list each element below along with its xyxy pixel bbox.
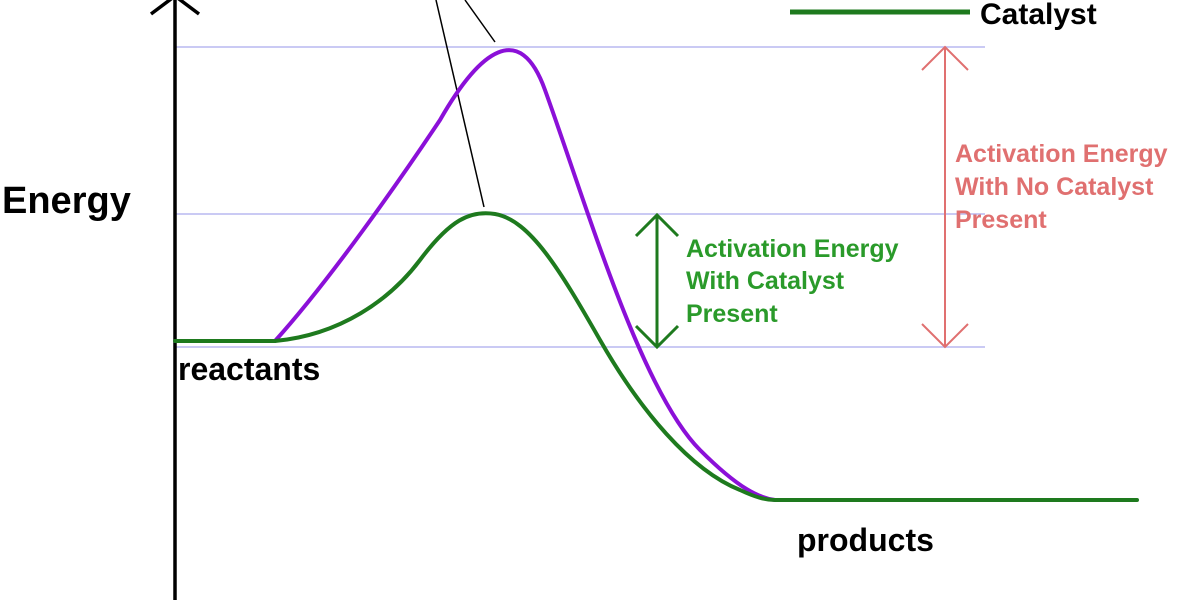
uncatalyzed-curve xyxy=(173,48,777,502)
no-catalyst-line-2: With No Catalyst xyxy=(955,173,1154,201)
with-catalyst-line-3: Present xyxy=(686,300,778,328)
reactants-label: reactants xyxy=(178,351,320,387)
no-catalyst-line-1: Activation Energy xyxy=(955,140,1168,168)
arrow-no-catalyst xyxy=(921,45,969,349)
no-catalyst-label: Activation Energy With No Catalyst Prese… xyxy=(955,140,1168,234)
catalyzed-curve xyxy=(173,211,1139,502)
pointer-line-uncatalyzed xyxy=(464,0,496,43)
with-catalyst-line-2: With Catalyst xyxy=(686,267,845,295)
y-axis-label: Energy xyxy=(2,180,131,222)
legend-label-catalyst: Catalyst xyxy=(980,0,1097,31)
products-label: products xyxy=(797,522,934,558)
with-catalyst-label: Activation Energy With Catalyst Present xyxy=(686,235,899,328)
arrow-with-catalyst xyxy=(634,212,680,350)
pointer-line-catalyzed xyxy=(435,0,485,208)
no-catalyst-line-3: Present xyxy=(955,206,1047,234)
with-catalyst-line-1: Activation Energy xyxy=(686,235,899,263)
arrow-up-icon xyxy=(149,0,201,16)
